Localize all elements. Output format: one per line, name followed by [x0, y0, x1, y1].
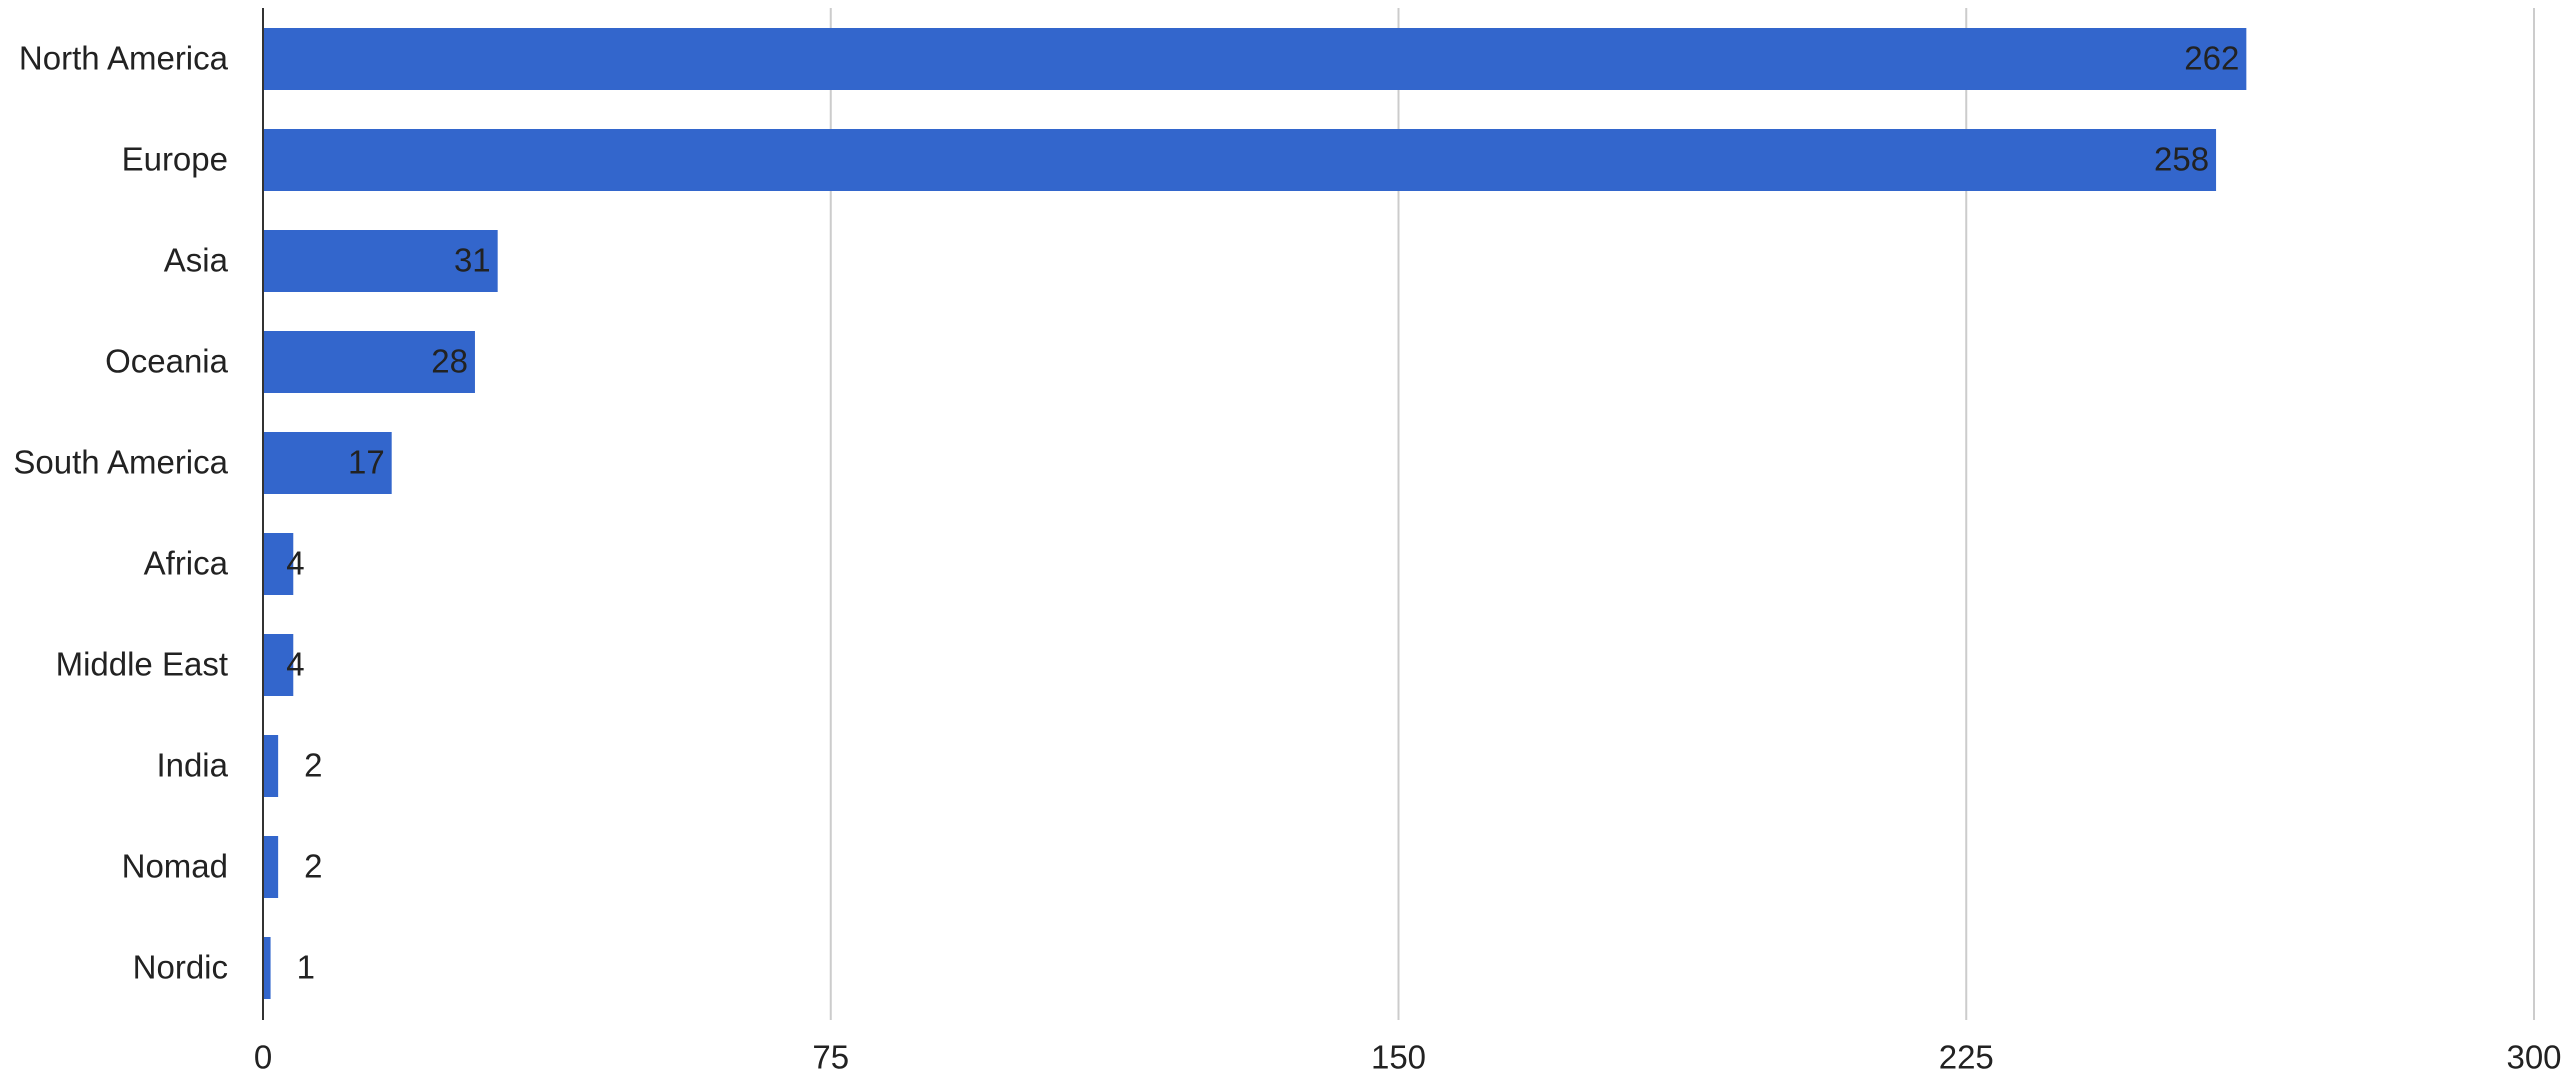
y-tick-label: Nordic: [133, 949, 228, 986]
x-tick-label: 75: [812, 1039, 849, 1076]
value-label: 262: [2184, 40, 2239, 77]
value-label: 4: [286, 646, 304, 683]
bar: [263, 432, 392, 494]
value-label: 4: [286, 545, 304, 582]
x-tick-label: 0: [254, 1039, 272, 1076]
x-tick-label: 225: [1939, 1039, 1994, 1076]
bar: [263, 331, 475, 393]
x-tick-label: 300: [2506, 1039, 2561, 1076]
value-label: 1: [297, 949, 315, 986]
value-label: 17: [348, 444, 385, 481]
y-tick-label: Oceania: [105, 343, 229, 380]
bar: [263, 129, 2217, 191]
y-tick-label: India: [156, 747, 228, 784]
y-tick-label: South America: [13, 444, 228, 481]
x-tick-label: 150: [1371, 1039, 1426, 1076]
y-tick-label: North America: [19, 40, 229, 77]
y-tick-label: Middle East: [56, 646, 228, 683]
bar: [263, 735, 279, 797]
y-tick-label: Asia: [164, 242, 229, 279]
y-tick-label: Africa: [144, 545, 229, 582]
bar: [263, 634, 294, 696]
bar: [263, 937, 271, 999]
bar: [263, 533, 294, 595]
value-label: 2: [304, 747, 322, 784]
bar: [263, 230, 498, 292]
value-label: 2: [304, 848, 322, 885]
value-label: 31: [454, 242, 491, 279]
bar: [263, 836, 279, 898]
y-tick-label: Nomad: [122, 848, 228, 885]
bar: [263, 28, 2247, 90]
value-label: 28: [431, 343, 468, 380]
value-label: 258: [2154, 141, 2209, 178]
y-tick-label: Europe: [122, 141, 228, 178]
